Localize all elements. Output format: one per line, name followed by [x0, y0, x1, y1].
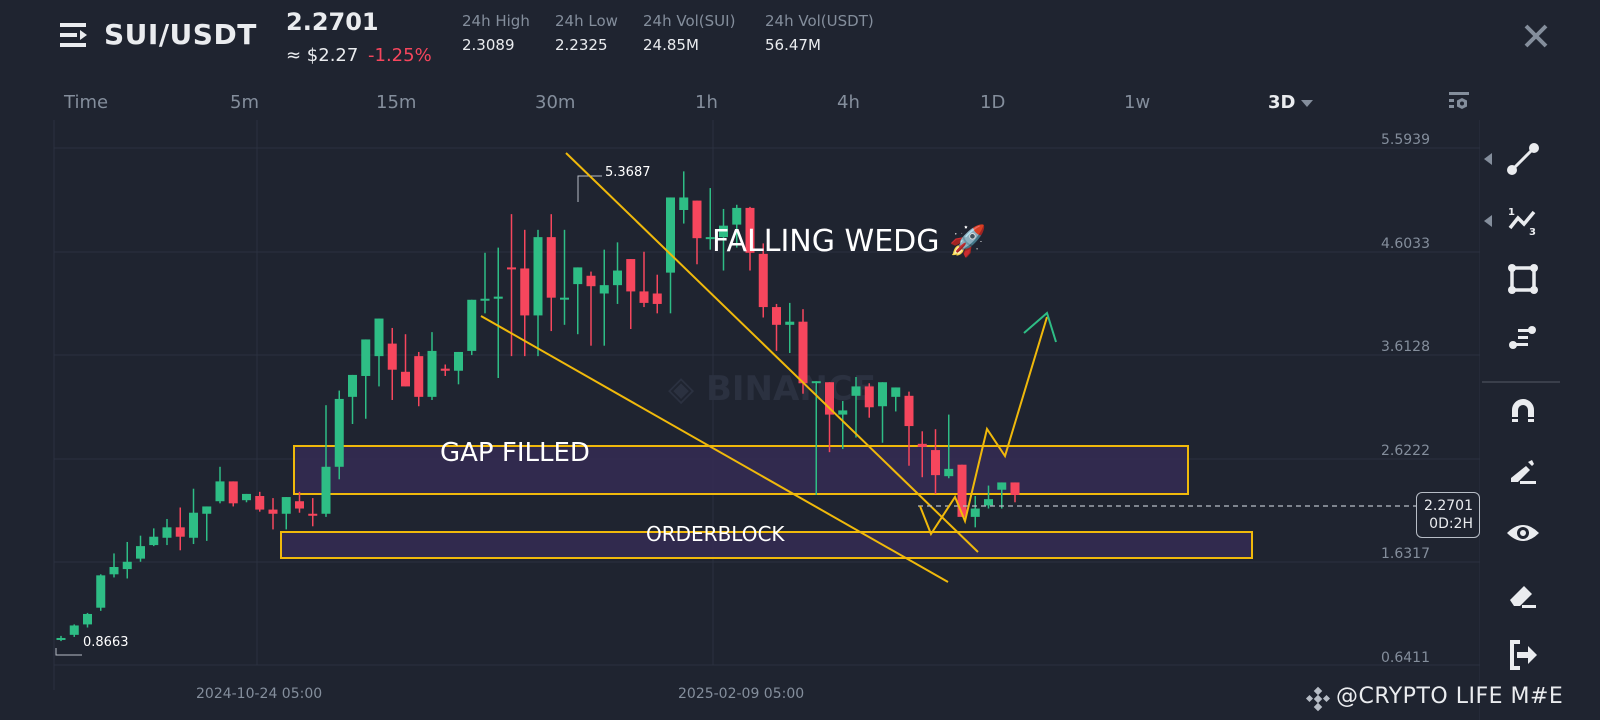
timeframe-bar: Time 5m 15m 30m 1h 4h 1D 1w 3D [0, 84, 1600, 120]
gap-filled-label: GAP FILLED [440, 438, 590, 468]
svg-text:3: 3 [1529, 227, 1536, 238]
stat-24h-vol-usdt: 24h Vol(USDT) 56.47M [765, 12, 874, 54]
exit-icon[interactable] [1504, 636, 1542, 674]
current-price-tag: 2.2701 0D:2H [1416, 492, 1480, 538]
chevron-down-icon [1301, 99, 1314, 107]
svg-text:1: 1 [1508, 207, 1515, 218]
y-tick-label: 2.6222 [1381, 443, 1430, 459]
stat-label: 24h Vol(USDT) [765, 12, 874, 30]
stat-label: 24h Low [555, 12, 618, 30]
y-tick-label: 5.5939 [1381, 132, 1430, 148]
magnet-icon[interactable] [1504, 392, 1542, 430]
eye-icon[interactable] [1504, 514, 1542, 552]
candlestick-chart[interactable]: ◈ BINANCE [0, 120, 1480, 720]
drawing-toolbar: 1 3 [1482, 130, 1600, 720]
candle-countdown: 0D:2H [1429, 516, 1473, 532]
tab-time[interactable]: Time [64, 92, 109, 113]
stat-label: 24h High [462, 12, 530, 30]
trading-pair[interactable]: SUI/USDT [104, 18, 257, 51]
stat-value: 2.2325 [555, 36, 608, 54]
tab-1w[interactable]: 1w [1124, 92, 1151, 113]
stat-value: 24.85M [643, 36, 699, 54]
expand-arrow-icon[interactable] [1484, 215, 1492, 227]
eraser-icon[interactable] [1504, 576, 1542, 614]
tab-3d-label: 3D [1268, 92, 1296, 113]
low-price-marker: 0.8663 [83, 635, 129, 650]
fibonacci-icon[interactable]: 1 3 [1504, 202, 1542, 240]
chart-settings-icon[interactable] [1448, 90, 1470, 112]
stat-24h-high: 24h High 2.3089 [462, 12, 530, 54]
current-price: 2.2701 [1424, 498, 1473, 514]
exchange-logo-icon [1305, 686, 1331, 712]
header: SUI/USDT 2.2701 ≈ $2.27 -1.25% 24h High … [0, 0, 1600, 80]
high-price-marker: 5.3687 [605, 165, 651, 180]
tab-1h[interactable]: 1h [695, 92, 718, 113]
toolbar-divider [1482, 381, 1560, 383]
chart-area[interactable]: ◈ BINANCE 5.5939 4.6033 3.6128 2.6222 1.… [0, 120, 1480, 720]
usd-price: ≈ $2.27 [286, 45, 359, 66]
tab-1d[interactable]: 1D [980, 92, 1006, 113]
close-icon[interactable] [1522, 22, 1550, 50]
stat-24h-low: 24h Low 2.2325 [555, 12, 618, 54]
stat-24h-vol-sui: 24h Vol(SUI) 24.85M [643, 12, 735, 54]
svg-text:◈ BINANCE: ◈ BINANCE [668, 369, 876, 409]
y-tick-label: 0.6411 [1381, 650, 1430, 666]
tab-3d[interactable]: 3D [1268, 92, 1314, 113]
trend-line-icon[interactable] [1504, 140, 1542, 178]
falling-wedge-label: FALLING WEDG 🚀 [712, 224, 987, 259]
rectangle-icon[interactable] [1504, 260, 1542, 298]
y-tick-label: 4.6033 [1381, 236, 1430, 252]
tab-5m[interactable]: 5m [230, 92, 259, 113]
x-tick-label: 2025-02-09 05:00 [678, 686, 805, 702]
parallel-channel-icon[interactable] [1504, 320, 1542, 358]
y-tick-label: 3.6128 [1381, 339, 1430, 355]
y-tick-label: 1.6317 [1381, 546, 1430, 562]
watermark-text: @CRYPTO LIFE M#E [1336, 684, 1564, 709]
stat-value: 56.47M [765, 36, 821, 54]
tab-4h[interactable]: 4h [837, 92, 860, 113]
x-tick-label: 2024-10-24 05:00 [196, 686, 323, 702]
expand-arrow-icon[interactable] [1484, 153, 1492, 165]
price-change: -1.25% [368, 45, 432, 66]
stat-label: 24h Vol(SUI) [643, 12, 736, 30]
tab-30m[interactable]: 30m [535, 92, 576, 113]
stat-value: 2.3089 [462, 36, 515, 54]
menu-icon[interactable] [60, 22, 90, 48]
orderblock-label: ORDERBLOCK [646, 522, 785, 546]
brush-icon[interactable] [1504, 452, 1542, 490]
tab-15m[interactable]: 15m [376, 92, 417, 113]
last-price: 2.2701 [286, 8, 379, 36]
